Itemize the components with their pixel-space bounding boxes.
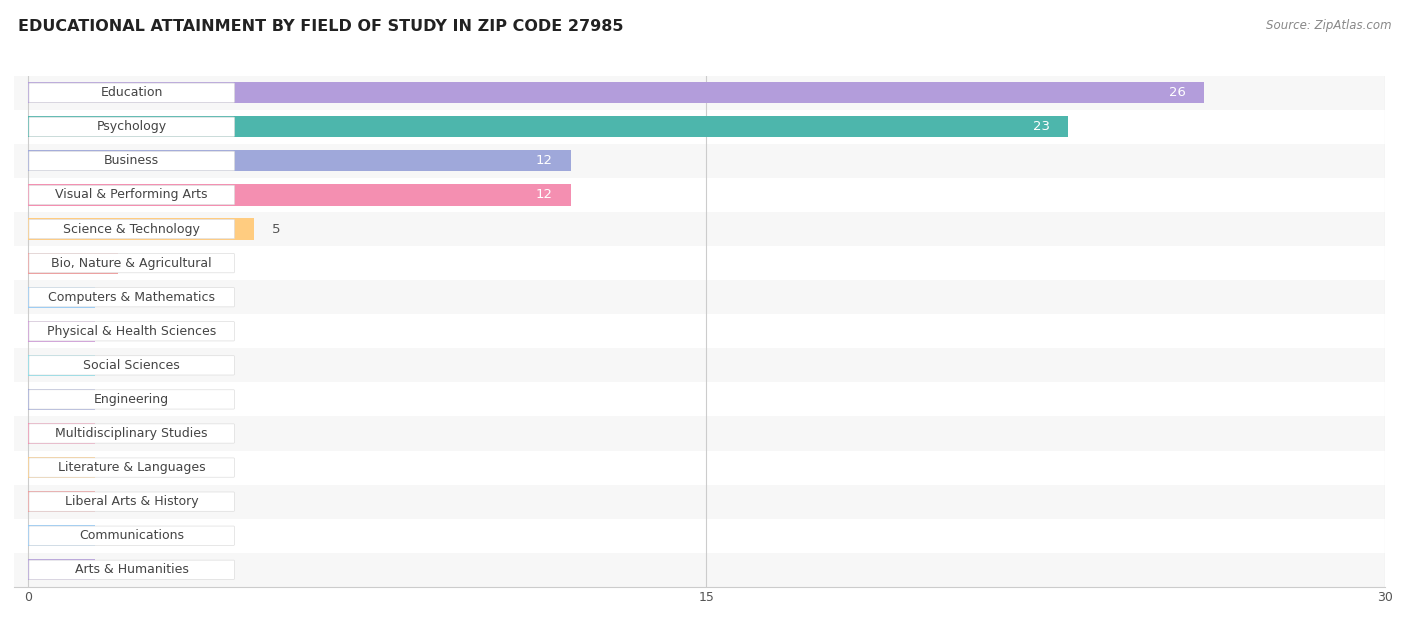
Bar <box>28 559 96 581</box>
FancyBboxPatch shape <box>6 178 1406 212</box>
FancyBboxPatch shape <box>30 254 235 273</box>
Bar <box>28 286 96 308</box>
Bar <box>28 218 254 240</box>
Bar <box>28 491 96 512</box>
Bar <box>28 252 118 274</box>
FancyBboxPatch shape <box>6 314 1406 348</box>
Text: Psychology: Psychology <box>97 121 167 133</box>
Text: 0: 0 <box>114 393 122 406</box>
Text: Visual & Performing Arts: Visual & Performing Arts <box>55 189 208 201</box>
FancyBboxPatch shape <box>30 117 235 136</box>
Text: Literature & Languages: Literature & Languages <box>58 461 205 474</box>
FancyBboxPatch shape <box>6 382 1406 416</box>
Text: Computers & Mathematics: Computers & Mathematics <box>48 291 215 304</box>
Text: EDUCATIONAL ATTAINMENT BY FIELD OF STUDY IN ZIP CODE 27985: EDUCATIONAL ATTAINMENT BY FIELD OF STUDY… <box>18 19 624 34</box>
Bar <box>28 457 96 478</box>
Bar <box>28 321 96 342</box>
FancyBboxPatch shape <box>30 83 235 102</box>
FancyBboxPatch shape <box>30 390 235 409</box>
Text: Arts & Humanities: Arts & Humanities <box>75 563 188 576</box>
Text: 5: 5 <box>271 223 280 235</box>
Text: Physical & Health Sciences: Physical & Health Sciences <box>46 325 217 338</box>
Text: Bio, Nature & Agricultural: Bio, Nature & Agricultural <box>52 257 212 269</box>
FancyBboxPatch shape <box>6 485 1406 519</box>
Text: 0: 0 <box>114 461 122 474</box>
Bar <box>28 525 96 546</box>
Bar <box>28 116 1069 138</box>
Text: Communications: Communications <box>79 529 184 542</box>
Bar <box>28 150 571 172</box>
FancyBboxPatch shape <box>6 110 1406 144</box>
FancyBboxPatch shape <box>30 492 235 511</box>
Text: Source: ZipAtlas.com: Source: ZipAtlas.com <box>1267 19 1392 32</box>
FancyBboxPatch shape <box>6 144 1406 178</box>
Text: Social Sciences: Social Sciences <box>83 359 180 372</box>
FancyBboxPatch shape <box>6 246 1406 280</box>
FancyBboxPatch shape <box>6 280 1406 314</box>
Text: 0: 0 <box>114 359 122 372</box>
Text: Multidisciplinary Studies: Multidisciplinary Studies <box>55 427 208 440</box>
Text: 0: 0 <box>114 563 122 576</box>
Text: 12: 12 <box>536 155 553 167</box>
Bar <box>28 82 1204 103</box>
Text: Science & Technology: Science & Technology <box>63 223 200 235</box>
Text: 2: 2 <box>136 257 145 269</box>
Text: 0: 0 <box>114 325 122 338</box>
Text: 0: 0 <box>114 291 122 304</box>
FancyBboxPatch shape <box>6 212 1406 246</box>
Text: Liberal Arts & History: Liberal Arts & History <box>65 495 198 508</box>
Text: 26: 26 <box>1168 86 1185 99</box>
FancyBboxPatch shape <box>6 519 1406 553</box>
FancyBboxPatch shape <box>30 458 235 477</box>
FancyBboxPatch shape <box>30 560 235 579</box>
FancyBboxPatch shape <box>30 322 235 341</box>
Bar <box>28 355 96 376</box>
Text: Engineering: Engineering <box>94 393 169 406</box>
FancyBboxPatch shape <box>6 451 1406 485</box>
FancyBboxPatch shape <box>6 416 1406 451</box>
FancyBboxPatch shape <box>30 526 235 545</box>
FancyBboxPatch shape <box>6 348 1406 382</box>
Text: 0: 0 <box>114 529 122 542</box>
FancyBboxPatch shape <box>30 151 235 170</box>
FancyBboxPatch shape <box>6 76 1406 110</box>
FancyBboxPatch shape <box>30 220 235 239</box>
Text: Business: Business <box>104 155 159 167</box>
FancyBboxPatch shape <box>30 186 235 204</box>
Text: 12: 12 <box>536 189 553 201</box>
FancyBboxPatch shape <box>30 356 235 375</box>
Text: 23: 23 <box>1033 121 1050 133</box>
Text: 0: 0 <box>114 427 122 440</box>
FancyBboxPatch shape <box>6 553 1406 587</box>
FancyBboxPatch shape <box>30 424 235 443</box>
Text: 0: 0 <box>114 495 122 508</box>
Bar <box>28 389 96 410</box>
FancyBboxPatch shape <box>30 288 235 307</box>
Bar <box>28 184 571 206</box>
Bar <box>28 423 96 444</box>
Text: Education: Education <box>100 86 163 99</box>
